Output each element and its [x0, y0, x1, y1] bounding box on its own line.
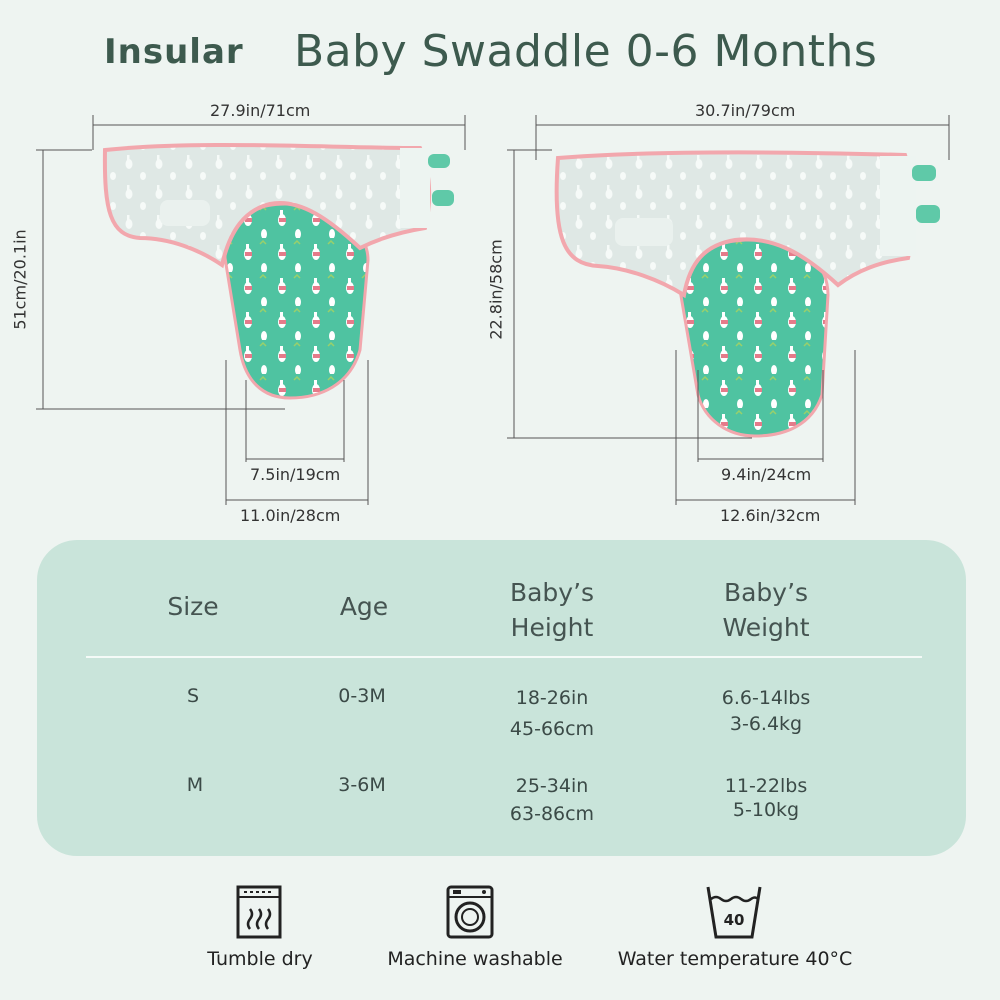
header-weight-line1: Baby’s — [723, 578, 809, 607]
row-s-size: S — [186, 685, 200, 707]
row-s-height-in: 18-26in — [515, 687, 589, 709]
water-temperature-label: Water temperature 40°C — [617, 948, 853, 970]
wash-temperature-text: 40 — [724, 911, 745, 929]
row-s-weight-lbs: 6.6-14lbs — [721, 687, 811, 709]
large-length-label: 22.8in/58cm — [486, 239, 506, 340]
swaddle-illustrations — [36, 115, 950, 505]
row-m-height-in: 25-34in — [515, 775, 589, 797]
header-height-line2: Height — [510, 613, 594, 642]
small-bottom-inner-label: 7.5in/19cm — [250, 465, 341, 484]
machine-washable-label: Machine washable — [387, 948, 563, 970]
small-swaddle-dimension-lines — [36, 115, 466, 505]
tumble-dry-label: Tumble dry — [207, 948, 313, 970]
small-width-label: 27.9in/71cm — [210, 101, 311, 120]
wash-tub-40-icon: 40 — [706, 886, 762, 939]
header-weight-line2: Weight — [722, 613, 810, 642]
row-s-age: 0-3M — [338, 685, 386, 707]
header: Insular Baby Swaddle 0-6 Months — [0, 22, 1000, 92]
tumble-dry-icon — [236, 885, 282, 939]
small-swaddle-illustration — [102, 142, 454, 400]
row-s-height-cm: 45-66cm — [509, 718, 595, 740]
header-height-line1: Baby’s — [509, 578, 595, 607]
table-divider — [86, 656, 922, 658]
header-size: Size — [167, 592, 219, 621]
large-bottom-inner-label: 9.4in/24cm — [721, 465, 812, 484]
small-length-label: 51cm/20.1in — [10, 229, 30, 330]
header-age: Age — [339, 592, 389, 621]
page-title: Baby Swaddle 0-6 Months — [294, 26, 878, 77]
row-m-height-cm: 63-86cm — [509, 803, 595, 825]
washing-machine-icon — [446, 885, 494, 939]
size-chart-panel — [37, 540, 966, 856]
row-s-weight-kg: 3-6.4kg — [729, 713, 803, 735]
brand-logo: Insular — [104, 32, 244, 72]
row-m-weight-kg: 5-10kg — [732, 799, 800, 821]
small-bottom-outer-label: 11.0in/28cm — [240, 506, 341, 525]
large-width-label: 30.7in/79cm — [695, 101, 796, 120]
large-bottom-outer-label: 12.6in/32cm — [720, 506, 821, 525]
large-swaddle-dimension-lines — [507, 115, 950, 505]
row-m-age: 3-6M — [338, 774, 386, 796]
large-swaddle-illustration — [554, 150, 940, 438]
row-m-size: M — [186, 774, 204, 796]
row-m-weight-lbs: 11-22lbs — [724, 775, 808, 797]
